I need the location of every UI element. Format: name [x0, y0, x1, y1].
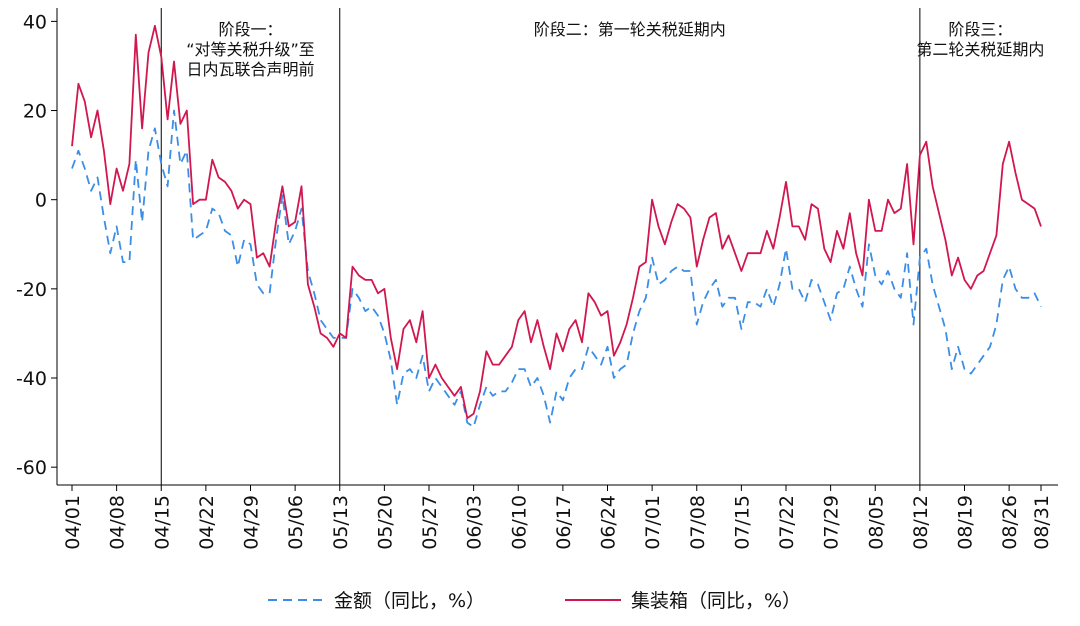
- x-tick-label: 07/08: [687, 495, 709, 550]
- x-tick-label: 08/05: [865, 495, 887, 550]
- x-tick-label: 04/15: [151, 495, 173, 550]
- y-tick-label: 40: [23, 11, 47, 33]
- x-tick-label: 04/29: [241, 495, 263, 550]
- x-tick-label: 06/03: [464, 495, 486, 550]
- x-tick-label: 08/12: [910, 495, 932, 550]
- x-tick-label: 06/17: [553, 495, 575, 550]
- x-tick-label: 08/26: [999, 495, 1021, 550]
- x-tick-label: 05/20: [374, 495, 396, 550]
- phase-label: 第二轮关税延期内: [916, 40, 1044, 59]
- x-tick-label: 05/06: [285, 495, 307, 550]
- series-line: [71, 109, 1042, 428]
- y-tick-label: 20: [23, 101, 47, 123]
- phase-label: 日内瓦联合声明前: [186, 60, 314, 79]
- phase-label: 阶段三：: [948, 20, 1012, 39]
- phase-label: “对等关税升级”至: [186, 40, 315, 59]
- x-tick-label: 08/31: [1031, 495, 1053, 550]
- phase-label: 阶段一：: [218, 20, 282, 39]
- legend-label: 集装箱（同比，%）: [631, 590, 801, 612]
- x-tick-label: 07/29: [821, 495, 843, 550]
- x-tick-label: 08/19: [955, 495, 977, 550]
- x-tick-label: 07/01: [642, 495, 664, 550]
- y-tick-label: -60: [16, 457, 47, 479]
- x-tick-label: 05/13: [330, 495, 352, 550]
- x-tick-label: 06/24: [598, 495, 620, 550]
- legend-label: 金额（同比，%）: [334, 590, 485, 612]
- x-tick-label: 07/15: [731, 495, 753, 550]
- y-tick-label: -40: [16, 368, 47, 390]
- x-tick-label: 05/27: [419, 495, 441, 550]
- phase-label: 阶段二：第一轮关税延期内: [534, 20, 726, 39]
- x-tick-label: 04/01: [62, 495, 84, 550]
- x-tick-label: 04/08: [107, 495, 129, 550]
- y-tick-label: -20: [16, 279, 47, 301]
- x-tick-label: 06/10: [508, 495, 530, 550]
- x-tick-label: 04/22: [196, 495, 218, 550]
- series-line: [71, 24, 1042, 419]
- y-tick-label: 0: [35, 190, 47, 212]
- x-tick-label: 07/22: [776, 495, 798, 550]
